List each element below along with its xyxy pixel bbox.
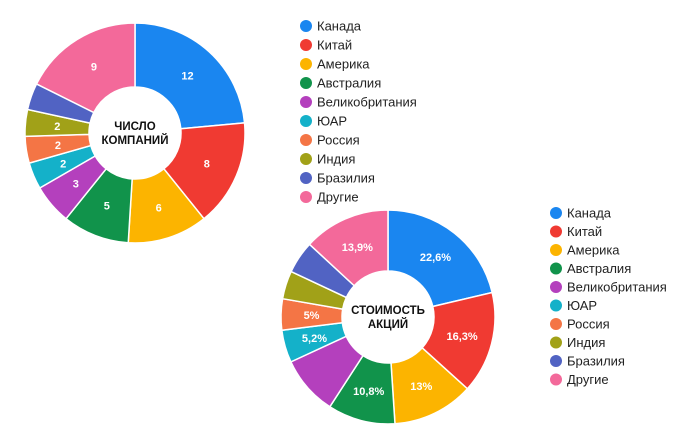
legend-label: Великобритания — [317, 95, 417, 110]
legend-swatch — [550, 355, 562, 367]
donut-slice-10 — [35, 22, 136, 114]
slice-value-label: 5% — [304, 310, 320, 322]
slice-value-label: 9 — [91, 62, 97, 74]
legend-label: Канада — [317, 19, 362, 34]
slice-value-label: 13,9% — [342, 242, 373, 254]
donut-chart-stock-value: 22,6% 16,3% 13% 10,8% 5,2% 5% 13,9% СТОИМОСТЬАК… — [280, 209, 496, 425]
donut-center-label: КОМПАНИЙ — [102, 134, 169, 147]
legend-companies: Канада Китай Америка Австралия Великобритани… — [300, 19, 417, 205]
legend-label: Америка — [567, 243, 620, 258]
legend-label: Индия — [567, 335, 605, 350]
legend-label: Австралия — [567, 261, 631, 276]
legend-label: ЮАР — [317, 114, 347, 129]
legend-stock-value: Канада Китай Америка Австралия Великобритани… — [550, 206, 667, 387]
legend-swatch — [300, 96, 312, 108]
legend-swatch — [300, 172, 312, 184]
legend-swatch — [550, 207, 562, 219]
slice-value-label: 10,8% — [353, 386, 384, 398]
legend-label: Китай — [567, 224, 602, 239]
slice-value-label: 2 — [60, 158, 66, 170]
legend-label: Канада — [567, 206, 612, 221]
legend-swatch — [550, 318, 562, 330]
legend-label: Другие — [567, 372, 609, 387]
legend-label: ЮАР — [567, 298, 597, 313]
legend-label: Америка — [317, 57, 370, 72]
donut-center-label: АКЦИЙ — [368, 318, 408, 331]
legend-swatch — [300, 39, 312, 51]
legend-label: Другие — [317, 190, 359, 205]
legend-swatch — [300, 153, 312, 165]
slice-value-label: 3 — [73, 179, 79, 191]
slice-value-label: 12 — [181, 70, 193, 82]
legend-swatch — [300, 58, 312, 70]
legend-swatch — [550, 299, 562, 312]
donut-slice-1 — [387, 209, 494, 308]
donut-slice-10 — [308, 209, 389, 287]
legend-swatch — [300, 191, 312, 203]
slice-value-label: 2 — [55, 140, 61, 152]
slice-value-label: 5,2% — [302, 333, 327, 345]
legend-label: Великобритания — [567, 280, 667, 295]
slice-value-label: 2 — [54, 121, 60, 133]
legend-swatch — [550, 336, 562, 349]
legend-swatch — [300, 77, 312, 89]
legend-swatch — [300, 115, 312, 127]
donut-center-label: СТОИМОСТЬ — [351, 305, 425, 317]
donut-center-label: ЧИСЛО — [114, 121, 155, 133]
slice-value-label: 22,6% — [420, 252, 451, 264]
legend-label: Бразилия — [317, 171, 375, 186]
legend-label: Австралия — [317, 76, 381, 91]
slice-value-label: 6 — [156, 202, 162, 214]
legend-label: Россия — [567, 317, 610, 332]
slice-value-label: 8 — [204, 158, 210, 170]
legend-label: Россия — [317, 133, 360, 148]
legend-swatch — [550, 225, 562, 238]
legend-swatch — [550, 373, 562, 386]
legend-swatch — [300, 134, 312, 146]
legend-swatch — [550, 262, 562, 275]
legend-label: Бразилия — [567, 354, 625, 369]
slice-value-label: 16,3% — [446, 331, 477, 343]
slice-value-label: 5 — [104, 201, 110, 213]
legend-label: Индия — [317, 152, 355, 167]
legend-swatch — [550, 244, 562, 256]
legend-label: Китай — [317, 38, 352, 53]
legend-swatch — [550, 281, 562, 293]
slice-value-label: 13% — [410, 381, 432, 393]
donut-slice-1 — [134, 22, 246, 130]
legend-swatch — [300, 20, 312, 32]
